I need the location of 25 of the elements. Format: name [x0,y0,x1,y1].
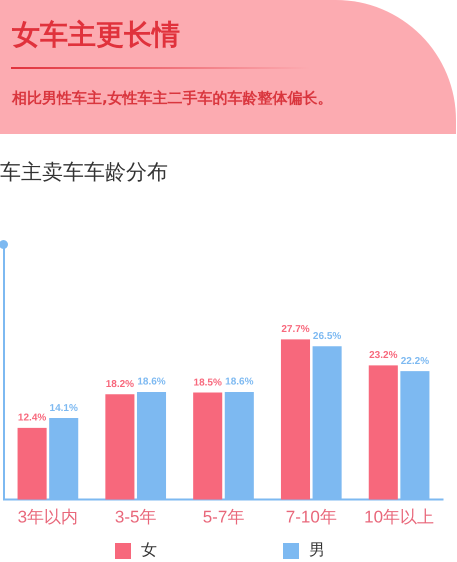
chart-title: 女车主更长情 [12,17,180,53]
x-tick-label: 7-10年 [286,507,337,526]
data-label: 14.1% [50,402,78,414]
data-label: 18.5% [194,377,222,388]
data-label: 26.5% [312,331,342,342]
bar [368,365,398,500]
x-tick-label: 3年以内 [18,507,78,526]
data-label: 12.4% [18,412,46,424]
data-label: 18.2% [106,379,134,390]
data-label: 27.7% [281,324,310,336]
data-label: 18.6% [137,376,166,388]
data-label: 23.2% [369,350,398,362]
bar [193,392,222,500]
chart-subtitle: 相比男性车主,女性车主二手车的车龄整体偏长。 [12,89,333,108]
bar [280,339,310,500]
bar [105,394,134,500]
bar [18,428,47,500]
data-label: 22.2% [400,356,430,367]
text: 车主卖车车龄分布 [0,159,168,186]
data-label: 18.6% [225,376,254,388]
x-tick-label: 3-5年 [114,507,156,526]
legend-label: 女 [141,540,157,561]
legend-label: 男 [309,540,325,561]
x-tick-label: 5-7年 [202,507,244,526]
x-tick-label: 10年以上 [364,507,434,526]
